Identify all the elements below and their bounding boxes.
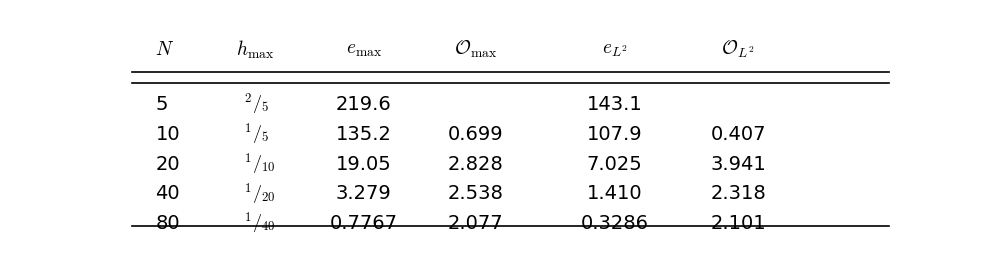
Text: 7.025: 7.025 xyxy=(587,155,642,174)
Text: 0.699: 0.699 xyxy=(448,125,504,144)
Text: ${}^{1}/_{20}$: ${}^{1}/_{20}$ xyxy=(244,181,276,207)
Text: 0.7767: 0.7767 xyxy=(330,214,397,233)
Text: 20: 20 xyxy=(155,155,180,174)
Text: 40: 40 xyxy=(155,185,180,203)
Text: $N$: $N$ xyxy=(155,40,174,59)
Text: ${}^{1}/_{10}$: ${}^{1}/_{10}$ xyxy=(244,151,276,177)
Text: 0.3286: 0.3286 xyxy=(581,214,648,233)
Text: 10: 10 xyxy=(155,125,180,144)
Text: $h_{\mathrm{max}}$: $h_{\mathrm{max}}$ xyxy=(236,38,275,61)
Text: 107.9: 107.9 xyxy=(587,125,642,144)
Text: 2.101: 2.101 xyxy=(710,214,766,233)
Text: $\mathcal{O}_{L^2}$: $\mathcal{O}_{L^2}$ xyxy=(721,39,755,60)
Text: ${}^{1}/_{40}$: ${}^{1}/_{40}$ xyxy=(244,211,276,236)
Text: $e_{L^2}$: $e_{L^2}$ xyxy=(602,40,627,59)
Text: 3.941: 3.941 xyxy=(710,155,766,174)
Text: 3.279: 3.279 xyxy=(336,185,391,203)
Text: 19.05: 19.05 xyxy=(336,155,391,174)
Text: 219.6: 219.6 xyxy=(336,95,391,114)
Text: ${}^{2}/_{5}$: ${}^{2}/_{5}$ xyxy=(244,92,269,117)
Text: 80: 80 xyxy=(155,214,180,233)
Text: 2.828: 2.828 xyxy=(448,155,504,174)
Text: $\mathcal{O}_{\mathrm{max}}$: $\mathcal{O}_{\mathrm{max}}$ xyxy=(454,39,497,60)
Text: 2.538: 2.538 xyxy=(448,185,504,203)
Text: 2.318: 2.318 xyxy=(710,185,766,203)
Text: 0.407: 0.407 xyxy=(710,125,766,144)
Text: ${}^{1}/_{5}$: ${}^{1}/_{5}$ xyxy=(244,122,269,147)
Text: 2.077: 2.077 xyxy=(448,214,504,233)
Text: 135.2: 135.2 xyxy=(336,125,391,144)
Text: 1.410: 1.410 xyxy=(587,185,642,203)
Text: 5: 5 xyxy=(155,95,168,114)
Text: $e_{\mathrm{max}}$: $e_{\mathrm{max}}$ xyxy=(346,40,381,59)
Text: 143.1: 143.1 xyxy=(587,95,642,114)
